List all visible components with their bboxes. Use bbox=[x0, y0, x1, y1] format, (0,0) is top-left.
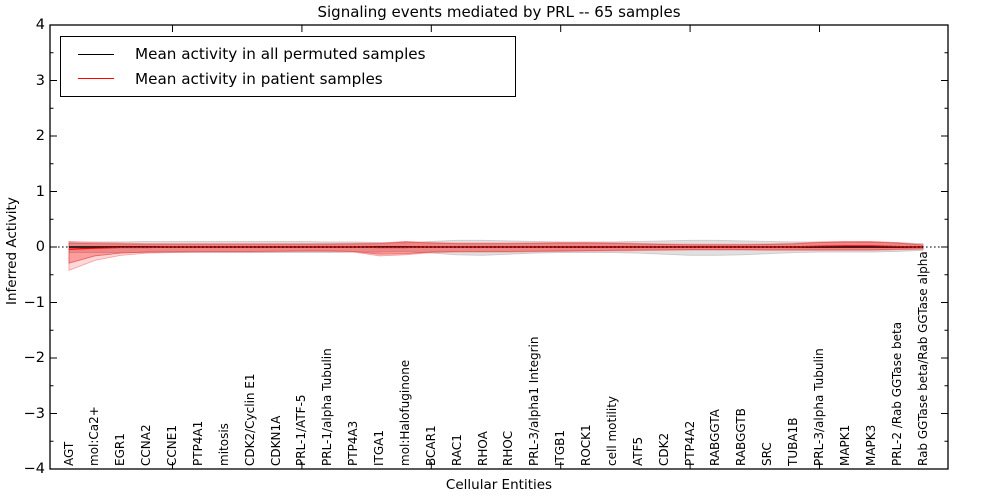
x-category-label: PRL-1/alpha Tubulin bbox=[320, 348, 335, 466]
x-category-label: TUBA1B bbox=[786, 417, 801, 466]
x-category-label: CDKN1A bbox=[268, 415, 283, 466]
x-category-label: mitosis bbox=[216, 423, 231, 466]
x-category-label: Rab GGTase beta/Rab GGTase alpha bbox=[915, 251, 930, 466]
x-category-label: CCNE1 bbox=[165, 425, 179, 466]
x-category-label: cell motility bbox=[604, 395, 619, 466]
permuted-line-swatch bbox=[78, 53, 114, 55]
legend-label-permuted: Mean activity in all permuted samples bbox=[135, 45, 426, 64]
y-tick-label: 4 bbox=[35, 17, 45, 33]
x-category-label: PRL-3/alpha Tubulin bbox=[811, 348, 826, 466]
x-category-label: RABGGTA bbox=[708, 409, 723, 466]
x-category-label: MAPK3 bbox=[863, 424, 878, 466]
y-tick-label: 0 bbox=[35, 239, 45, 255]
x-category-label: PTP4A2 bbox=[682, 420, 697, 466]
y-tick-label: −3 bbox=[23, 405, 45, 422]
x-category-label: RAC1 bbox=[449, 434, 464, 466]
x-category-label: CCNA2 bbox=[139, 424, 154, 466]
x-category-label: AGT bbox=[61, 441, 76, 466]
legend-row-permuted: Mean activity in all permuted samples bbox=[71, 45, 505, 63]
legend: Mean activity in all permuted samples Me… bbox=[60, 36, 516, 97]
legend-row-patient: Mean activity in patient samples bbox=[71, 70, 505, 88]
x-category-label: ROCK1 bbox=[579, 424, 594, 466]
legend-label-patient: Mean activity in patient samples bbox=[135, 69, 383, 88]
x-category-label: PTP4A1 bbox=[190, 420, 205, 466]
x-category-label: mol:Halofuginone bbox=[397, 359, 412, 466]
x-category-label: EGR1 bbox=[113, 433, 128, 466]
x-category-label: ITGA1 bbox=[372, 429, 387, 466]
x-category-label: CDK2/Cyclin E1 bbox=[242, 373, 257, 466]
x-category-label: SRC bbox=[760, 442, 775, 466]
x-category-label: CDK2 bbox=[656, 432, 671, 466]
x-category-label: PRL-2 /Rab GGTase beta bbox=[889, 321, 904, 466]
x-category-label: PRL-1/ATF-5 bbox=[294, 394, 309, 466]
x-axis-label: Cellular Entities bbox=[445, 477, 553, 493]
x-category-label: RHOC bbox=[501, 430, 516, 466]
x-category-label: PRL-3/alpha1 Integrin bbox=[527, 336, 542, 467]
x-category-label: BCAR1 bbox=[423, 425, 438, 466]
x-category-label: RHOA bbox=[475, 431, 490, 466]
x-category-label: MAPK1 bbox=[837, 424, 852, 466]
y-tick-label: −4 bbox=[23, 461, 45, 477]
y-tick-label: 1 bbox=[35, 183, 45, 200]
chart-title: Signaling events mediated by PRL -- 65 s… bbox=[317, 3, 681, 21]
x-category-label: mol:Ca2+ bbox=[87, 406, 102, 466]
y-tick-label: 3 bbox=[35, 72, 45, 89]
x-category-label: ITGB1 bbox=[553, 429, 568, 466]
y-tick-label: −2 bbox=[23, 350, 45, 366]
x-category-label: RABGGTB bbox=[734, 408, 749, 466]
patient-line-swatch bbox=[78, 78, 114, 80]
x-category-label: ATF5 bbox=[630, 436, 645, 466]
x-category-label: PTP4A3 bbox=[346, 420, 361, 466]
y-tick-label: −1 bbox=[23, 294, 45, 311]
y-tick-label: 2 bbox=[35, 128, 45, 144]
